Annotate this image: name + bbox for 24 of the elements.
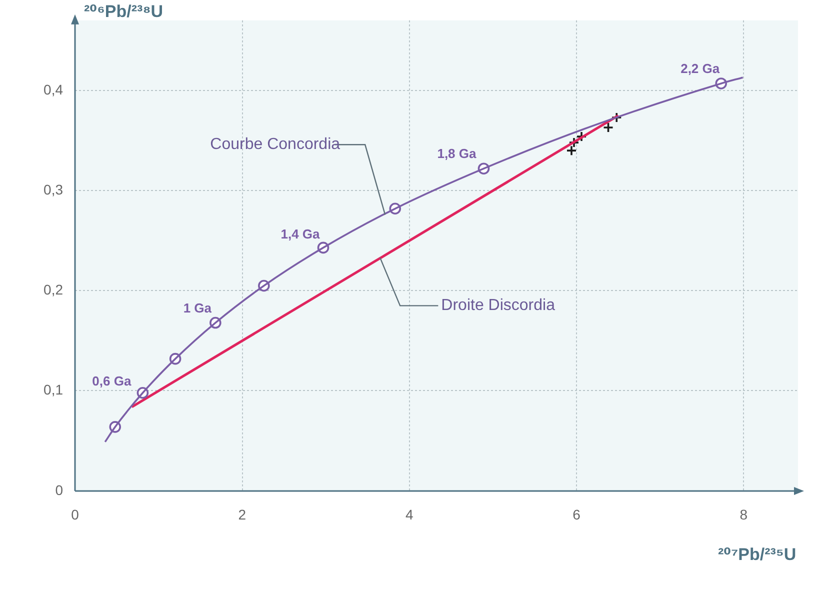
- point: [576, 131, 587, 142]
- y-axis-title: ²⁰⁶Pb/²³⁸U: [84, 2, 164, 22]
- x-tick-label: 6: [572, 506, 581, 522]
- annotation: 2,2 Ga: [680, 61, 720, 76]
- annotation: 1,4 Ga: [280, 226, 321, 242]
- x-tick-label: 8: [740, 506, 748, 522]
- point: [566, 145, 577, 156]
- y-tick-label: 0,4: [44, 81, 64, 98]
- annotation: 0,6 Ga: [92, 373, 132, 388]
- y-tick-label: 0,2: [44, 282, 64, 298]
- point: [602, 122, 614, 133]
- annotation: Courbe Concordia: [210, 136, 340, 154]
- annotation: 1 Ga: [183, 300, 212, 316]
- annotation: Droite Discordia: [441, 297, 556, 314]
- x-tick-label: 0: [71, 506, 80, 522]
- x-tick-label: 2: [238, 506, 246, 522]
- point: [611, 112, 622, 123]
- y-tick-label: 0: [55, 482, 64, 498]
- x-axis-title: ²⁰⁷Pb/²³⁵U: [718, 545, 796, 565]
- annotation: 1,8 Ga: [437, 146, 478, 162]
- y-tick-label: 0,3: [44, 181, 64, 198]
- y-tick-label: 0,1: [44, 382, 64, 398]
- point: [568, 137, 580, 148]
- x-tick-label: 4: [405, 506, 414, 522]
